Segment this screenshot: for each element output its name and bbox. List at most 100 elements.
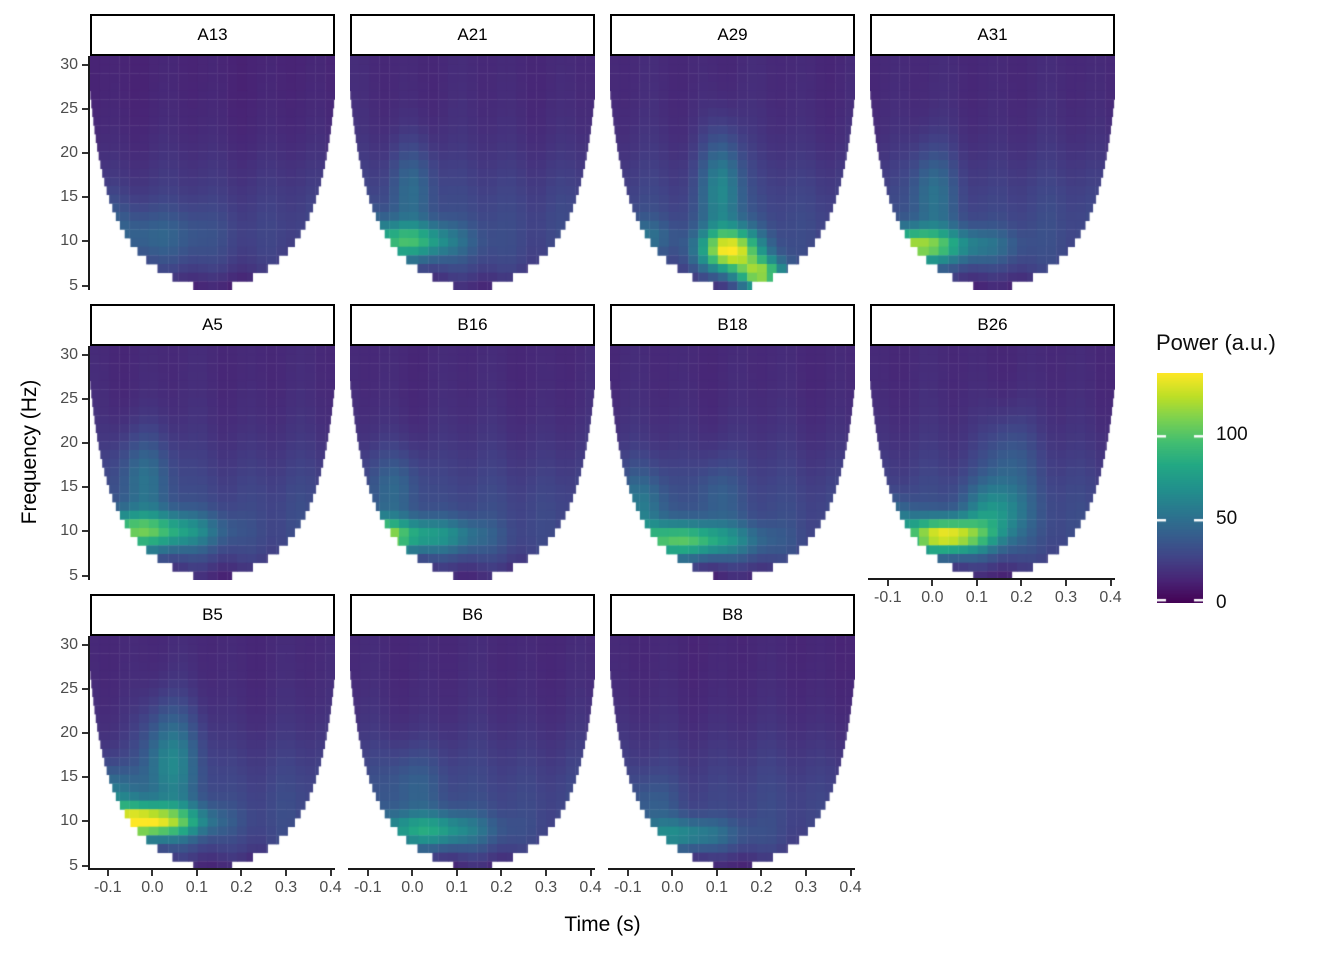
x-axis-tick (849, 870, 852, 876)
y-axis-tick-label: 10 (60, 232, 78, 250)
y-axis-tick-label: 5 (69, 276, 78, 294)
facet-heatmap-B16 (350, 346, 595, 580)
facet-panel (350, 346, 595, 580)
x-axis-tick-label: 0.0 (401, 879, 424, 896)
facet-heatmap-B26 (870, 346, 1115, 580)
x-axis-tick-label: 0.2 (230, 879, 253, 896)
facet-panel: 5 10 15 20 25 30 -0.1 0.0 0.1 0.2 0.3 0.4 (60, 636, 341, 896)
y-axis-tick-label: 15 (60, 188, 78, 206)
facet-strip: A31 (870, 14, 1115, 56)
x-axis-tick-label: -0.1 (354, 879, 382, 896)
legend-tick-label: 50 (1216, 508, 1238, 530)
y-axis-tick (82, 152, 88, 155)
legend-tick-label: 0 (1216, 592, 1227, 613)
x-axis-tick (500, 870, 503, 876)
facet-strip-label: A5 (202, 315, 223, 334)
x-axis-tick-label: 0.3 (274, 879, 298, 896)
x-axis-line (348, 868, 595, 870)
facet-panel (870, 56, 1115, 290)
facet-heatmap-B18 (610, 346, 855, 580)
facet-panel: -0.1 0.0 0.1 0.2 0.3 0.4 (608, 636, 862, 896)
facet-strip: B8 (610, 594, 855, 636)
legend-title: Power (a.u.) (1156, 330, 1276, 355)
x-axis-tick-label: 0.3 (1054, 589, 1078, 606)
x-axis-tick (151, 870, 154, 876)
x-axis-line (88, 868, 335, 870)
x-axis-tick (1020, 580, 1023, 586)
y-axis-tick (82, 530, 88, 533)
facet-panel: -0.1 0.0 0.1 0.2 0.3 0.4 (348, 636, 602, 896)
facet-panel (610, 346, 855, 580)
x-axis-tick-label: 0.0 (141, 879, 164, 896)
facet-strip-label: A21 (457, 25, 488, 44)
y-axis-tick-label: 10 (60, 522, 78, 540)
y-axis-tick (82, 284, 88, 287)
y-axis-tick-label: 20 (60, 724, 78, 742)
x-axis-tick-label: 0.4 (1099, 589, 1122, 606)
x-axis-tick-label: 0.4 (839, 879, 862, 896)
x-axis-tick-label: 0.3 (794, 879, 818, 896)
x-axis-tick-label: -0.1 (94, 879, 122, 896)
y-axis-tick (82, 486, 88, 489)
facet-heatmap-A31 (870, 56, 1115, 290)
x-axis-tick (626, 870, 629, 876)
facet-heatmap-A21 (350, 56, 595, 290)
x-axis-tick-label: 0.1 (705, 879, 729, 896)
y-axis-tick (82, 732, 88, 735)
facet-strip: A13 (90, 14, 335, 56)
legend: Power (a.u.) 0 50 100 (1150, 330, 1344, 630)
x-axis-tick-label: 0.1 (185, 879, 209, 896)
x-axis-tick (1065, 580, 1067, 586)
x-axis-tick (106, 870, 109, 876)
y-axis-tick (82, 442, 88, 445)
facet-heatmap-B6 (350, 636, 595, 870)
x-axis-tick-label: 0.2 (1010, 589, 1033, 606)
y-axis-tick (82, 196, 88, 199)
y-axis-tick-label: 30 (60, 55, 78, 73)
y-axis-tick-label: 20 (60, 434, 78, 452)
y-axis-line (88, 636, 90, 870)
facet-heatmap-A13 (90, 56, 335, 290)
x-axis-tick (1109, 580, 1112, 586)
x-axis-tick (760, 870, 763, 876)
y-axis-tick (82, 643, 88, 646)
facet-panel: 5 10 15 20 25 30 (60, 56, 335, 294)
y-axis-tick-label: 15 (60, 478, 78, 496)
facet-panel (610, 56, 855, 290)
facet-heatmap-B8 (610, 636, 855, 870)
x-axis-tick-label: 0.3 (534, 879, 558, 896)
x-axis-tick (805, 870, 807, 876)
y-axis-tick (82, 353, 88, 356)
facet-strip-label: A31 (977, 25, 1008, 44)
x-axis-tick (545, 870, 547, 876)
y-axis-tick (82, 687, 88, 690)
facet-strip-label: B5 (202, 605, 223, 624)
y-axis-line (88, 346, 90, 580)
x-axis-tick (455, 870, 458, 876)
facet-panel: 5 10 15 20 25 30 (60, 346, 335, 584)
facet-strip: A5 (90, 304, 335, 346)
y-axis-tick-label: 5 (69, 856, 78, 874)
x-axis-tick-label: -0.1 (874, 589, 902, 606)
x-axis-tick-label: 0.2 (750, 879, 773, 896)
x-axis-title: Time (s) (564, 913, 641, 936)
y-axis-tick-label: 15 (60, 768, 78, 786)
y-axis-tick-label: 30 (60, 345, 78, 363)
facet-strip: A29 (610, 14, 855, 56)
y-axis-tick (82, 864, 88, 867)
facet-strip: B26 (870, 304, 1115, 346)
x-axis-tick-label: 0.1 (445, 879, 469, 896)
x-axis-tick (329, 870, 332, 876)
y-axis-tick (82, 240, 88, 243)
facet-strip: B6 (350, 594, 595, 636)
facet-strip: B18 (610, 304, 855, 346)
legend-colorbar (1157, 373, 1203, 603)
x-axis-line (868, 578, 1115, 580)
facet-strip-label: A29 (717, 25, 748, 44)
facet-strip-label: B18 (717, 315, 748, 334)
x-axis-tick-label: 0.1 (965, 589, 989, 606)
y-axis-tick-label: 30 (60, 635, 78, 653)
facet-strip-label: B16 (457, 315, 488, 334)
x-axis-tick (715, 870, 718, 876)
